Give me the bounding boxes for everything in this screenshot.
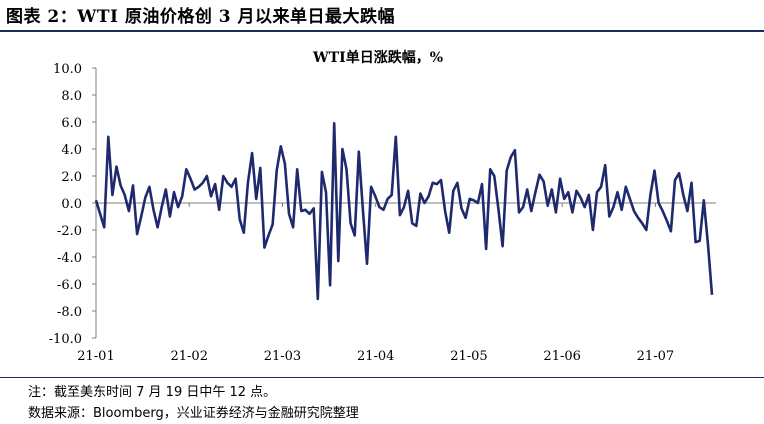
chart-title: WTI单日涨跌幅，% xyxy=(312,49,443,66)
x-axis-ticks: 21-01 21-02 21-03 21-04 21-05 21-06 21-07 xyxy=(77,203,674,364)
y-axis-ticks: -10.0 -8.0 -6.0 -4.0 -2.0 0.0 2.0 4.0 6.0 8.0 10.0 xyxy=(49,62,96,347)
chart-container: WTI单日涨跌幅，% -10.0 -8.0 -6.0 -4.0 -2.0 0.0 2.0 4.… xyxy=(0,32,764,377)
y-tick-label: -4.0 xyxy=(57,251,82,266)
series-layer xyxy=(94,122,714,301)
y-tick-label: 2.0 xyxy=(61,170,82,185)
x-tick-label: 21-03 xyxy=(264,349,301,364)
series-line xyxy=(94,122,714,301)
x-tick-label: 21-01 xyxy=(77,349,114,364)
y-tick-label: 0.0 xyxy=(61,197,82,212)
y-tick-label: -6.0 xyxy=(57,278,82,293)
y-tick-label: -2.0 xyxy=(57,224,82,239)
y-tick-label: 6.0 xyxy=(61,116,82,131)
x-tick-label: 21-04 xyxy=(357,349,394,364)
y-tick-label: -10.0 xyxy=(49,332,82,347)
y-tick-label: 4.0 xyxy=(61,143,82,158)
title-rule xyxy=(0,30,764,32)
x-tick-label: 21-05 xyxy=(450,349,487,364)
figure-title: 图表 2：WTI 原油价格创 3 月以来单日最大跌幅 xyxy=(6,7,396,27)
notes-rule xyxy=(0,377,764,378)
chart-note: 注：截至美东时间 7 月 19 日中午 12 点。 xyxy=(28,385,277,400)
y-tick-label: -8.0 xyxy=(57,305,82,320)
x-tick-label: 21-06 xyxy=(543,349,580,364)
y-tick-label: 8.0 xyxy=(61,89,82,104)
wti-daily-change-chart: WTI单日涨跌幅，% -10.0 -8.0 -6.0 -4.0 -2.0 0.0 2.0 4.… xyxy=(49,49,716,364)
y-tick-label: 10.0 xyxy=(53,62,82,77)
data-source-note: 数据来源：Bloomberg，兴业证券经济与金融研究院整理 xyxy=(28,406,359,421)
x-tick-label: 21-07 xyxy=(637,349,674,364)
x-tick-label: 21-02 xyxy=(170,349,207,364)
